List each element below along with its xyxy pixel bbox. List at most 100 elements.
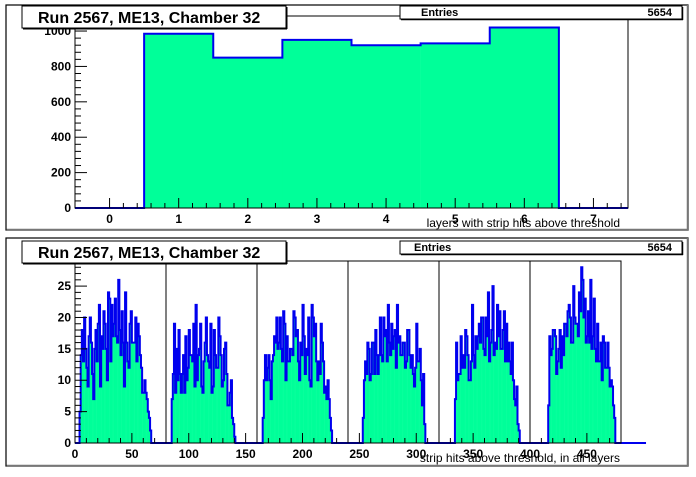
- y-tick-label: 800: [51, 59, 71, 73]
- chart-title: Run 2567, ME13, Chamber 32: [38, 245, 260, 262]
- histogram-bin: [387, 304, 390, 443]
- histogram-bin: [476, 348, 478, 443]
- histogram-bin: [584, 298, 586, 443]
- histogram-bin: [147, 411, 150, 443]
- histogram-bin: [459, 373, 461, 443]
- histogram-bin: [197, 355, 200, 443]
- histogram-bin: [144, 380, 146, 443]
- y-axis-ticks: 0 5 10 15 20 25: [58, 260, 87, 450]
- histogram-bin: [191, 355, 193, 443]
- histogram-bin: [553, 330, 556, 443]
- stats-entries-label: Entries: [421, 7, 458, 19]
- histogram-bin: [270, 399, 273, 443]
- histogram-bin: [87, 386, 89, 443]
- y-tick-label: 200: [51, 166, 71, 180]
- histogram-bin: [479, 342, 482, 443]
- histogram-bin: [398, 342, 400, 443]
- histogram-bin: [514, 399, 516, 443]
- histogram-bin: [211, 392, 213, 443]
- x-tick-label: 0: [106, 212, 113, 226]
- histogram-bin: [276, 317, 278, 443]
- histogram-bin: [93, 399, 95, 443]
- histogram-bin: [309, 380, 311, 443]
- histogram-bin: [415, 367, 417, 443]
- histogram-bin: [399, 336, 401, 443]
- histogram-bin: [390, 355, 392, 443]
- histogram-bin: [176, 348, 178, 443]
- histogram-bin: [501, 348, 503, 443]
- histogram-bin: [95, 330, 97, 443]
- histogram-bin: [268, 355, 270, 443]
- histogram-bin: [324, 392, 326, 443]
- histogram-bin: [318, 361, 320, 443]
- histogram-bin: [275, 342, 277, 443]
- histogram-bin: [576, 323, 579, 443]
- histogram-bin: [470, 361, 473, 443]
- histogram-bin: [487, 292, 490, 443]
- x-tick-label: 400: [520, 447, 540, 461]
- x-tick-label: 100: [179, 447, 199, 461]
- x-tick-label: 250: [349, 447, 369, 461]
- histogram-bin: [575, 323, 577, 443]
- histogram-bin: [206, 355, 209, 443]
- histogram-bin: [581, 267, 583, 443]
- stats-entries-value: 5654: [648, 242, 673, 254]
- histogram-bin: [218, 317, 220, 443]
- histogram-bin: [416, 323, 418, 443]
- histogram-bin: [184, 392, 186, 443]
- histogram-bin: [89, 317, 92, 443]
- histogram-bin: [186, 380, 188, 443]
- histogram-bin: [602, 336, 605, 443]
- histogram-bin: [82, 361, 85, 443]
- histogram-bin: [205, 317, 208, 443]
- histogram-bin: [115, 336, 118, 443]
- histogram-bin: [603, 342, 606, 443]
- histogram-bin: [380, 355, 383, 443]
- histogram-bin: [307, 355, 309, 443]
- histogram-bin: [138, 336, 141, 443]
- histogram-bin: [497, 304, 499, 443]
- histogram-bin: [316, 361, 318, 443]
- y-tick-label: 20: [58, 310, 72, 324]
- histogram-bin: [593, 298, 596, 443]
- histogram-bin: [485, 317, 488, 443]
- histogram-bin: [556, 373, 558, 443]
- histogram-bin: [113, 323, 116, 443]
- histogram-bin: [310, 386, 312, 443]
- histogram-bin: [590, 279, 592, 443]
- x-axis-label: layers with strip hits above threshold: [427, 216, 620, 230]
- histogram-bin: [328, 399, 331, 443]
- histogram-bin: [312, 317, 315, 443]
- histogram-bin: [85, 348, 87, 443]
- histogram-bin: [578, 292, 581, 443]
- histogram-bin: [109, 298, 111, 443]
- histogram-bin: [594, 348, 597, 443]
- histogram-bin: [504, 361, 507, 443]
- histogram-bin: [481, 317, 483, 443]
- histogram-bin: [608, 367, 610, 443]
- histogram-bin: [201, 386, 203, 443]
- histogram-bin: [572, 342, 574, 443]
- y-tick-label: 10: [58, 373, 72, 387]
- histogram-bin: [177, 380, 179, 443]
- histogram-bin: [490, 342, 492, 443]
- x-tick-label: 3: [314, 212, 321, 226]
- histogram-bin: [412, 373, 415, 443]
- histogram-bin: [203, 361, 205, 443]
- histogram-bin: [419, 348, 422, 443]
- histogram-bin: [271, 361, 274, 443]
- histogram-bin: [385, 330, 387, 443]
- histogram-bin: [378, 355, 381, 443]
- histogram-bin: [264, 355, 267, 443]
- histogram-bin: [468, 380, 470, 443]
- histogram-bin: [375, 330, 377, 443]
- histogram-bin: [564, 323, 566, 443]
- histogram-bin: [577, 336, 580, 443]
- histogram-bin: [411, 355, 414, 443]
- histogram-bin: [482, 317, 484, 443]
- histogram-bin: [180, 392, 183, 443]
- histogram-bin: [417, 361, 419, 443]
- histogram-bin: [483, 348, 485, 443]
